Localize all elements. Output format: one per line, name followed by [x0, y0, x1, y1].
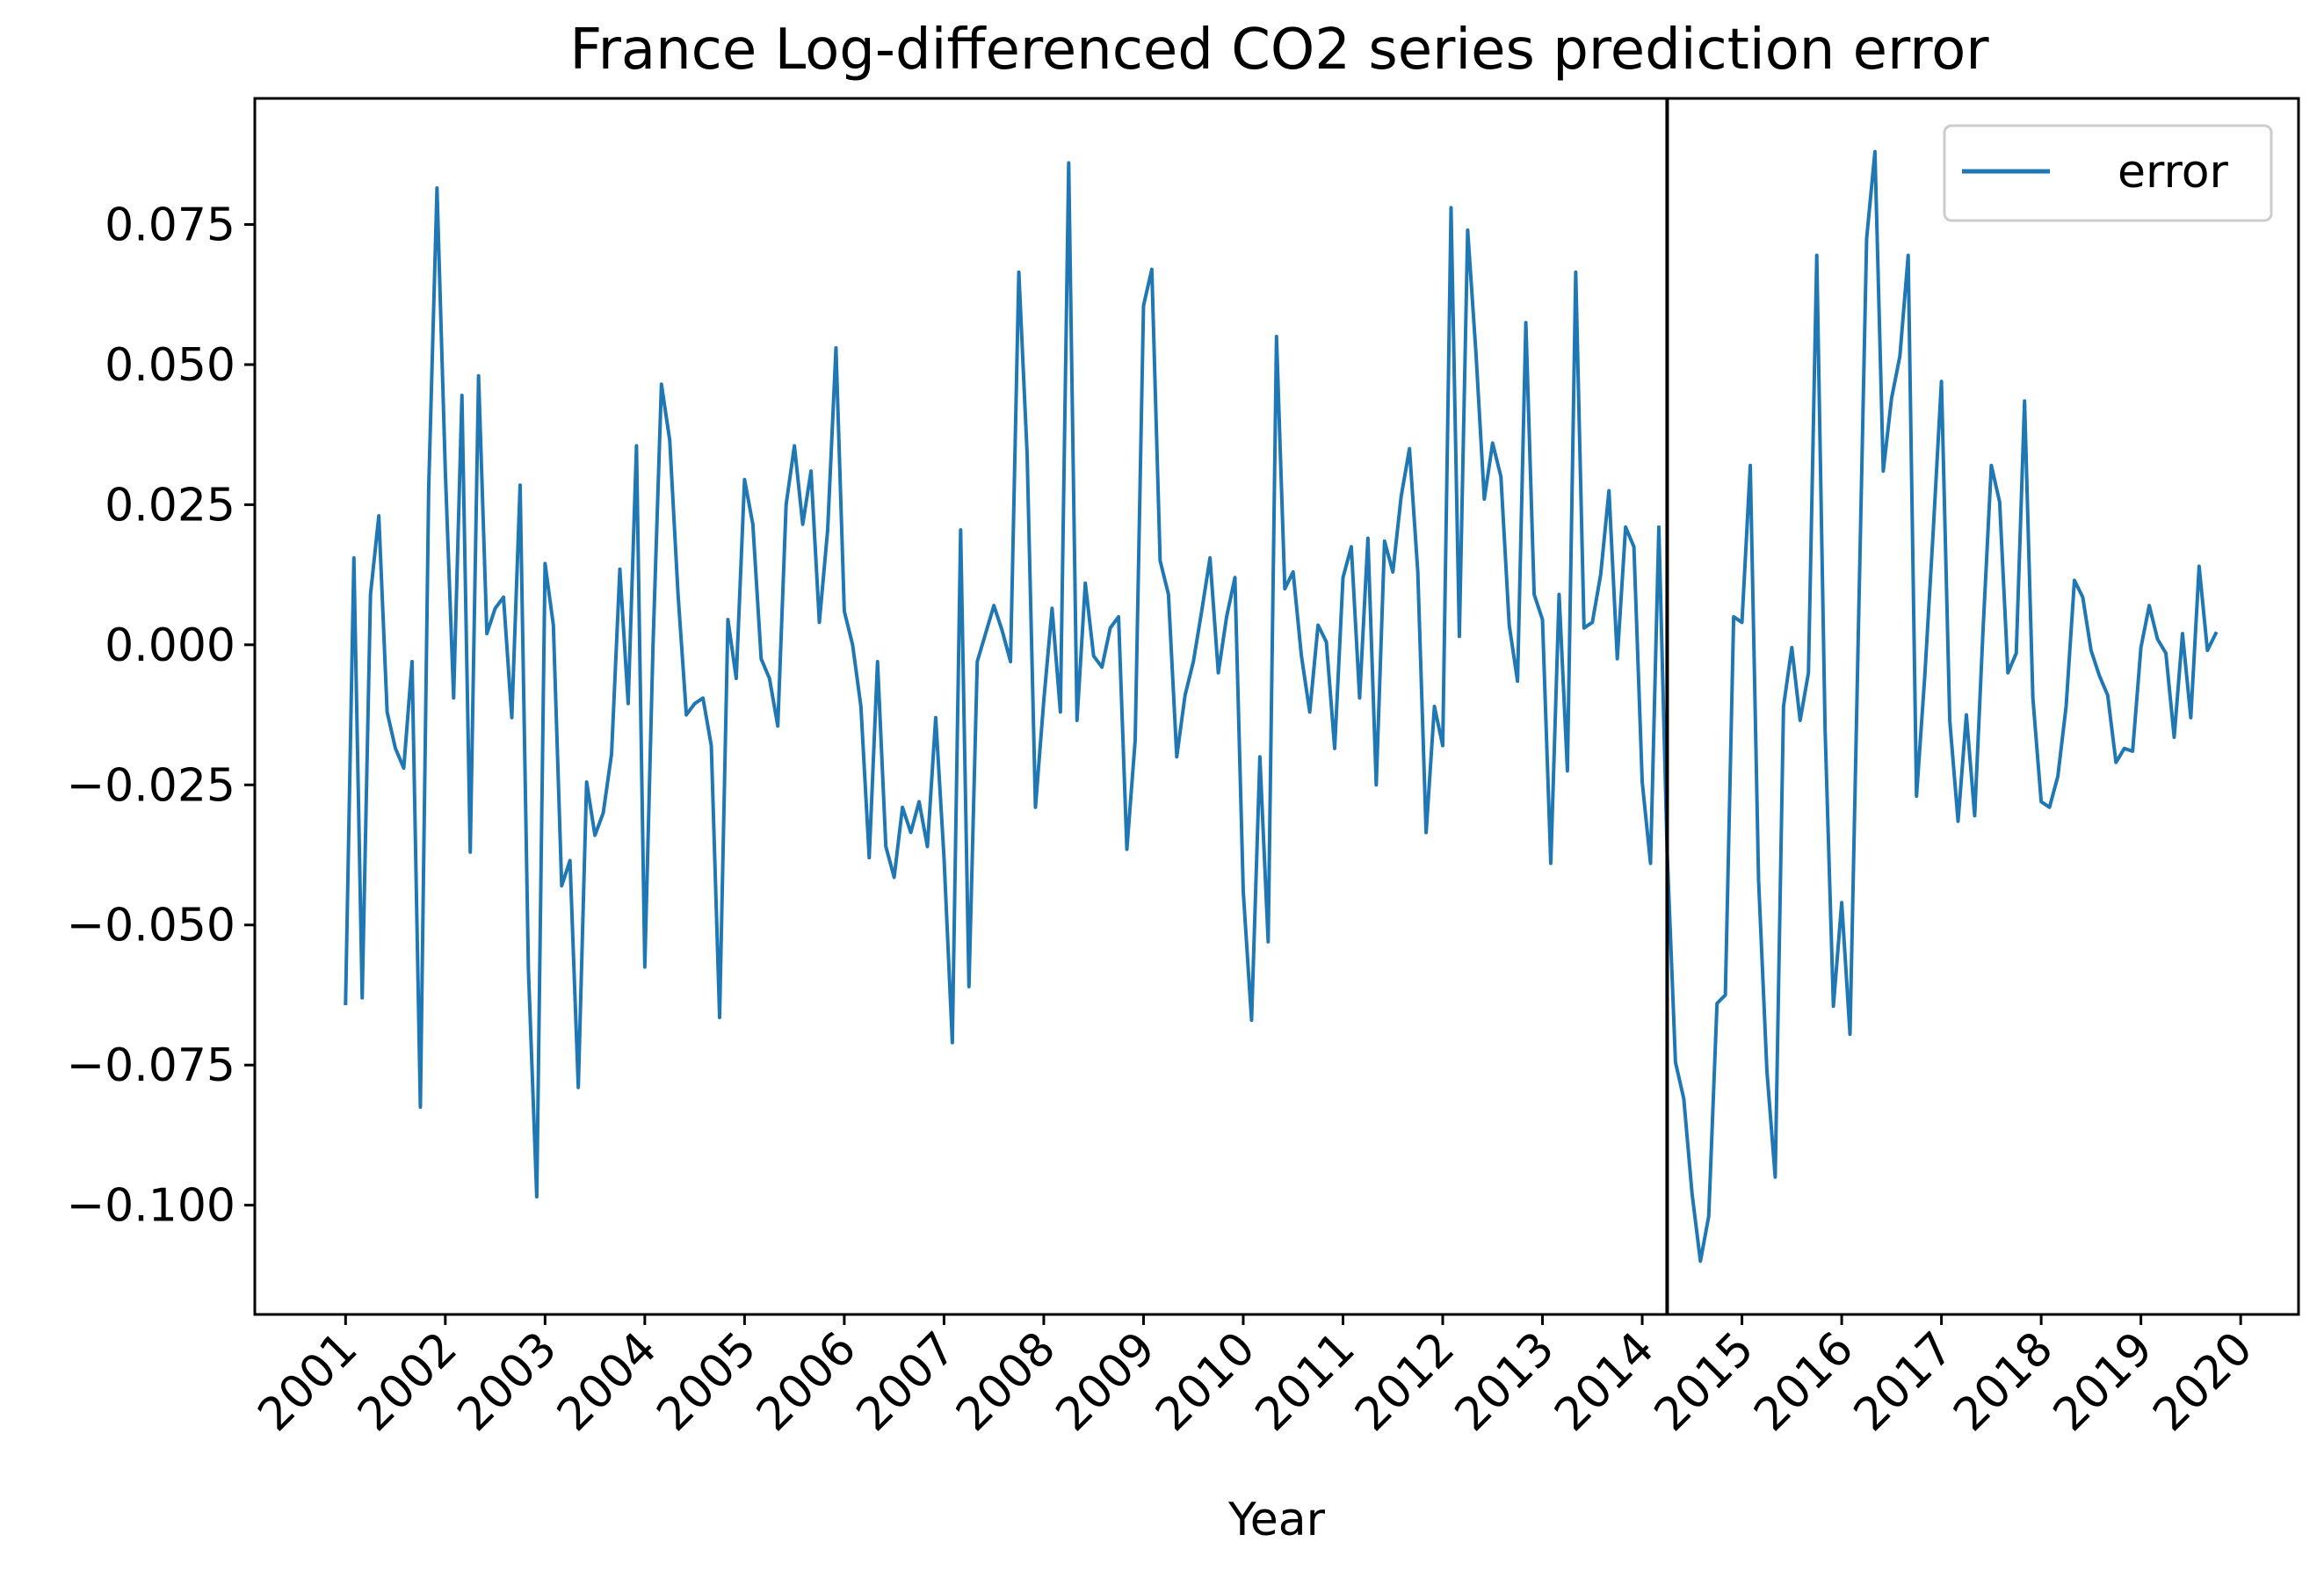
legend: error [1943, 124, 2273, 222]
plot-frame [253, 97, 2300, 1316]
y-tick-label: −0.100 [67, 1180, 235, 1233]
y-tick-label: −0.025 [67, 759, 235, 812]
y-tick-label: 0.050 [105, 339, 235, 392]
chart-title: France Log-differenced CO2 series predic… [569, 18, 1989, 83]
y-tick-label: 0.025 [105, 479, 235, 532]
series-line-error [344, 149, 2219, 1263]
x-axis-label: Year [1227, 1494, 1326, 1546]
series-layer [344, 149, 2219, 1263]
y-tick-label: −0.075 [67, 1039, 235, 1092]
legend-label: error [2118, 146, 2229, 199]
y-tick-label: 0.075 [105, 199, 235, 252]
y-tick-label: 0.000 [105, 619, 235, 672]
legend-box [1943, 124, 2273, 222]
y-tick-label: −0.050 [67, 900, 235, 952]
y-axis: −0.100 −0.075 −0.050 −0.025 0.000 0.025 0.050 0… [67, 199, 255, 1233]
